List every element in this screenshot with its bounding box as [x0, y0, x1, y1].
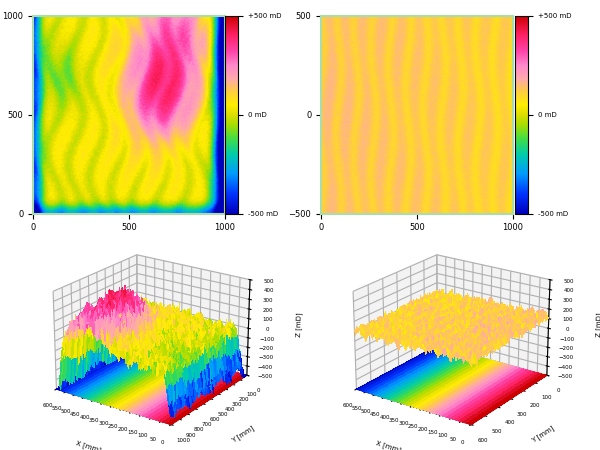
X-axis label: X [mm]: X [mm] — [75, 440, 102, 450]
Y-axis label: Y [mm]: Y [mm] — [530, 425, 556, 444]
Y-axis label: Y [mm]: Y [mm] — [230, 425, 256, 444]
X-axis label: X [mm]: X [mm] — [375, 440, 402, 450]
